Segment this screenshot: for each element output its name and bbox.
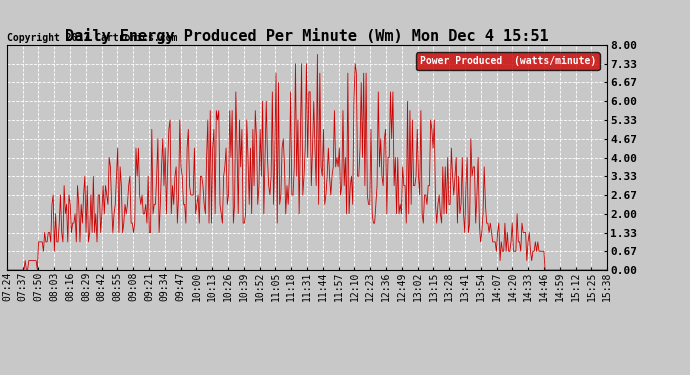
Legend: Power Produced  (watts/minute): Power Produced (watts/minute)	[415, 52, 600, 70]
Text: Copyright 2017 Cartronics.com: Copyright 2017 Cartronics.com	[7, 33, 177, 43]
Title: Daily Energy Produced Per Minute (Wm) Mon Dec 4 15:51: Daily Energy Produced Per Minute (Wm) Mo…	[66, 28, 549, 44]
